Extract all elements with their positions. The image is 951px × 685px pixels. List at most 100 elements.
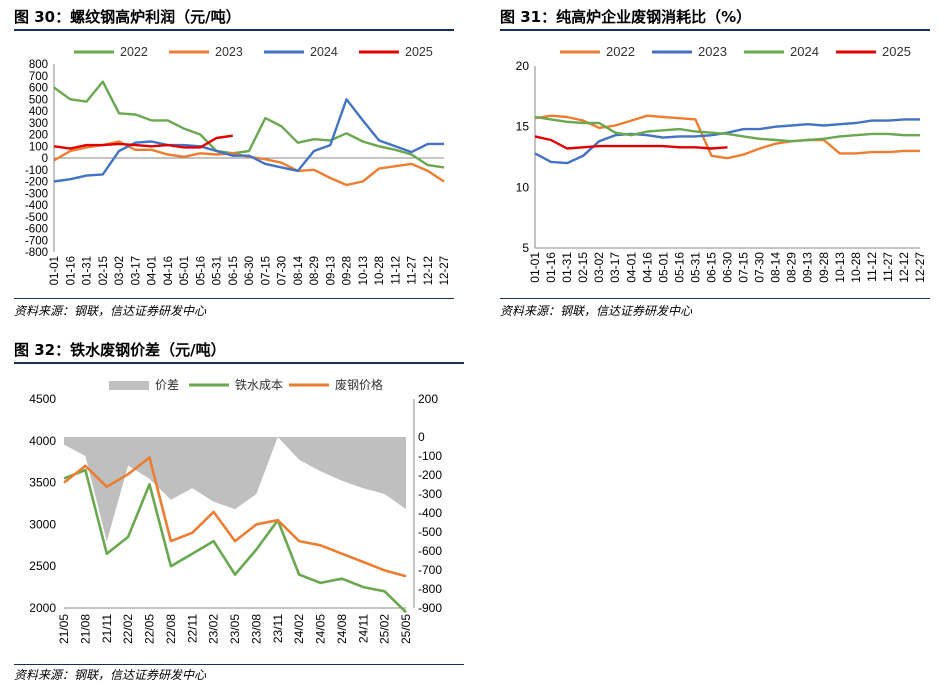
legend-label-2025: 2025 [405,45,433,59]
x-tick-label: 22/11 [185,614,199,643]
x-tick-label: 08-29 [309,256,321,285]
y-tick-label: -300 [25,188,48,200]
figure-32-title-rule [14,362,464,364]
x-tick-label: 03-02 [114,256,126,285]
y-tick-label: -200 [25,177,48,189]
x-tick-label: 10-13 [833,252,847,283]
x-tick-label: 04-16 [640,252,654,283]
x-tick-label: 07-30 [753,252,767,283]
x-tick-label: 01-16 [65,256,77,285]
legend-label-铁水成本: 铁水成本 [235,378,283,392]
y-tick-label: -700 [25,235,48,247]
figure-32-chart: 4500400035003000250020002000-100-200-300… [29,377,442,644]
x-tick-label: 07-30 [277,256,289,285]
y-tick-label-left: 3500 [29,476,56,490]
x-tick-label: 07-15 [737,252,751,283]
y-tick-label-right: -200 [418,468,442,482]
x-tick-label: 24/02 [292,614,306,644]
x-tick-label: 22/08 [164,614,178,644]
y-tick-label: 100 [29,141,48,153]
x-tick-label: 05-31 [212,256,224,285]
legend-label-价差: 价差 [155,378,179,392]
figure-31-title-rule [500,29,930,31]
y-tick-label-right: 200 [418,392,438,406]
legend-label-2023: 2023 [698,44,727,59]
x-tick-label: 03-17 [608,252,622,283]
legend-label-2024: 2024 [310,45,338,59]
x-tick-label: 21/11 [100,614,114,643]
x-tick-label: 22/05 [143,614,157,644]
figure-30-chart: 8007006005004003002001000-100-200-300-40… [25,45,451,285]
x-tick-label: 11-27 [407,256,419,285]
y-tick-label: 400 [29,106,48,118]
y-tick-label-right: -600 [418,544,442,558]
y-tick-label: -500 [25,212,48,224]
y-tick-label-right: -500 [418,525,442,539]
x-tick-label: 09-13 [801,252,815,283]
figure-31-source-rule [500,298,930,299]
x-tick-label: 06-30 [244,256,256,285]
legend-label-2023: 2023 [215,45,243,59]
series-line-废钢价格 [63,456,407,578]
x-tick-label: 05-16 [672,252,686,283]
y-tick-label-right: -300 [418,487,442,501]
series-line-2025 [53,134,233,150]
y-tick-label: 0 [42,153,48,165]
x-tick-label: 21/08 [78,614,92,644]
x-tick-label: 07-15 [260,256,272,285]
figure-30: 图 30：螺纹钢高炉利润（元/吨） 800 700 600 500 400 300 200 1… [14,0,454,320]
x-tick-label: 09-28 [342,256,354,285]
x-tick-label: 24/05 [314,614,328,644]
y-tick-label: 800 [29,59,48,71]
x-tick-label: 10-28 [849,252,863,283]
y-tick-label-left: 4500 [29,392,56,406]
figure-31: 图 31：纯高炉企业废钢消耗比（%） 20 15 10 5 01-01 01-16 01-3… [500,0,930,320]
x-tick-label: 25/02 [378,614,392,644]
y-tick-label: 20 [516,59,530,73]
x-tick-label: 08-14 [769,252,783,283]
x-tick-label: 04-01 [147,256,159,285]
x-tick-label: 08-29 [785,252,799,283]
y-tick-label-right: -900 [418,601,442,615]
x-tick-label: 11-12 [390,256,402,285]
x-tick-label: 09-13 [325,256,337,285]
series-line-2024 [53,98,444,183]
x-tick-label: 01-31 [82,256,94,285]
y-tick-label-left: 3000 [29,517,56,531]
y-tick-label: 15 [516,120,530,134]
x-tick-label: 11-12 [865,252,879,282]
y-tick-label: -600 [25,224,48,236]
legend-label-2022: 2022 [606,44,635,59]
y-tick-label-left: 2000 [29,601,56,615]
y-tick-label-left: 2500 [29,559,56,573]
x-tick-label: 22/02 [121,614,135,644]
x-tick-label: 09-28 [817,252,831,283]
x-tick-label: 12-27 [913,252,927,283]
x-tick-label: 10-13 [358,256,370,285]
x-tick-label: 06-15 [228,256,240,285]
legend-label-2022: 2022 [120,45,148,59]
series-area-价差 [64,437,406,542]
x-tick-label: 06-30 [721,252,735,283]
figure-31-title: 图 31：纯高炉企业废钢消耗比（%） [500,8,752,26]
x-tick-label: 01-16 [544,252,558,283]
y-tick-label: -400 [25,200,48,212]
x-tick-label: 03-02 [592,252,606,283]
figure-31-source: 资料来源：钢联，信达证券研发中心 [500,304,693,318]
x-tick-label: 05-31 [688,252,702,283]
y-tick-label: 700 [29,71,48,83]
legend-swatch-价差 [109,381,149,390]
figure-30-source: 资料来源：钢联，信达证券研发中心 [14,304,207,318]
x-tick-label: 05-01 [656,252,670,283]
x-tick-label: 12-12 [897,252,911,283]
series-line-2025 [534,135,728,150]
series-line-2022 [534,114,920,160]
figure-32: 图 32：铁水废钢价差（元/吨） 4500 4000 3500 3000 2500 200… [14,333,464,683]
y-tick-label: 5 [522,241,529,255]
x-tick-label: 23/05 [228,614,242,644]
legend-label-2024: 2024 [790,44,819,59]
series-line-铁水成本 [63,468,407,614]
x-tick-label: 01-31 [560,252,574,283]
y-tick-label-right: -700 [418,563,442,577]
x-tick-label: 08-14 [293,255,305,285]
